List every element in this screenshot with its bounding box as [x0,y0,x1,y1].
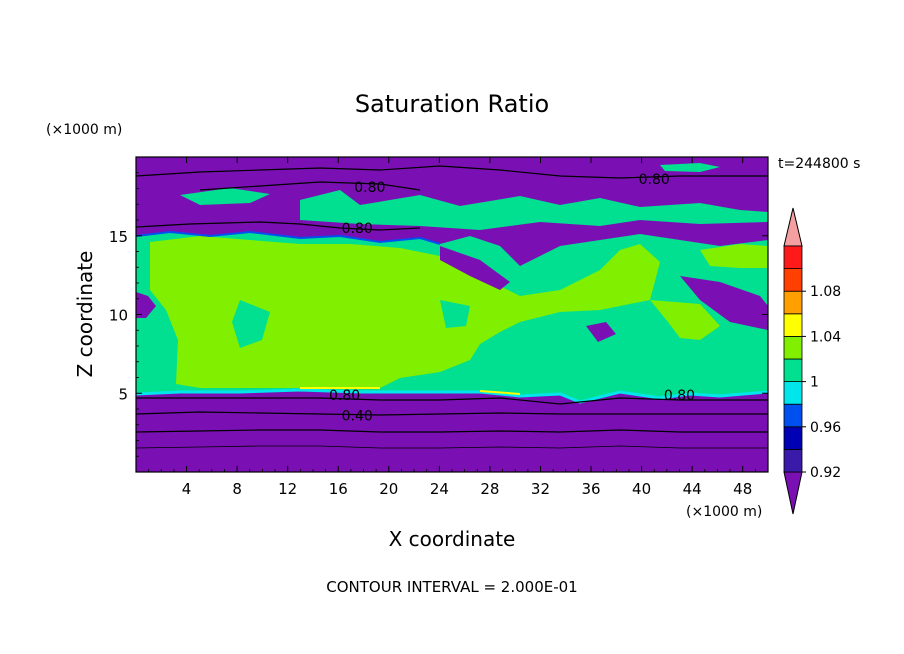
cloud-moist-inner-2 [440,300,470,328]
x-tick-label: 16 [329,480,348,498]
colorbar-under-arrow [783,471,803,515]
y-tick-label: 15 [109,228,128,246]
x-tick-label: 20 [379,480,398,498]
colorbar-band [783,381,803,405]
dry-pocket-left [136,292,156,318]
cloud-supersat-right-edge [700,244,768,268]
chart-title: Saturation Ratio [355,90,549,118]
y-axis-label: Z coordinate [73,251,97,378]
colorbar-tick-label: 1.08 [810,284,841,300]
colorbar-tick-label: 0.96 [810,420,841,436]
colorbar-band [783,313,803,337]
y-axis: 5 10 15 [109,172,768,457]
colorbar-band [783,335,803,360]
x-tick-label: 8 [232,480,242,498]
colorbar-band [783,426,803,450]
contour-label: 0.80 [342,221,373,237]
supersat-yellow-edge [300,387,521,395]
contour-label: 0.80 [639,172,670,188]
contour-lines [136,165,768,449]
x-tick-label: 32 [531,480,550,498]
dry-pocket-2 [680,276,768,330]
colorbar-band [783,268,803,292]
contour-label: 0.80 [329,388,360,404]
x-tick-label: 36 [581,480,600,498]
right-supersat-patch [650,300,720,340]
x-axis: 4 8 12 16 20 24 28 32 36 40 44 48 [148,157,756,498]
cloud-top-blue-edge [136,230,441,245]
x-tick-label: 40 [632,480,651,498]
contour-label: 0.80 [664,388,695,404]
upper-moist-patch-2 [180,188,270,205]
colorbar-tick-label: 1 [810,375,819,391]
contour-labels: 0.80 0.80 0.80 0.80 0.80 0.40 [329,172,695,424]
cloud-moist-inner [232,300,270,348]
x-axis-label: X coordinate [389,527,516,551]
colorbar-band [783,245,803,270]
x-tick-label: 4 [182,480,192,498]
x-tick-label: 28 [480,480,499,498]
colorbar-band [783,358,803,383]
dry-pocket-1 [440,246,510,290]
colorbar-tick-label: 0.92 [810,465,841,481]
plot-area: 0.80 0.80 0.80 0.80 0.80 0.40 [136,157,768,472]
cloud-layer-supersat [150,236,660,388]
top-moist-sliver [660,163,720,172]
cloud-base-cyan-edge [136,388,768,404]
time-label: t=244800 s [778,156,860,172]
x-tick-label: 48 [733,480,752,498]
colorbar-over-arrow [783,207,803,247]
upper-moist-patch [300,190,768,230]
y-unit-label: (×1000 m) [46,122,122,138]
contour-label: 0.40 [342,408,373,424]
colorbar: 0.92 0.96 1 1.04 1.08 [783,207,841,515]
colorbar-band [783,403,803,428]
x-tick-label: 12 [278,480,297,498]
x-unit-label: (×1000 m) [686,504,762,520]
contour-interval-note: CONTOUR INTERVAL = 2.000E-01 [326,578,577,596]
y-tick-label: 10 [109,307,128,325]
colorbar-band [783,290,803,315]
colorbar-band [783,448,803,473]
x-tick-label: 24 [430,480,449,498]
dry-pocket-3 [586,322,616,342]
colorbar-tick-label: 1.04 [810,329,841,345]
contour-label: 0.80 [354,180,385,196]
y-tick-label: 5 [118,385,128,403]
x-tick-label: 44 [683,480,702,498]
